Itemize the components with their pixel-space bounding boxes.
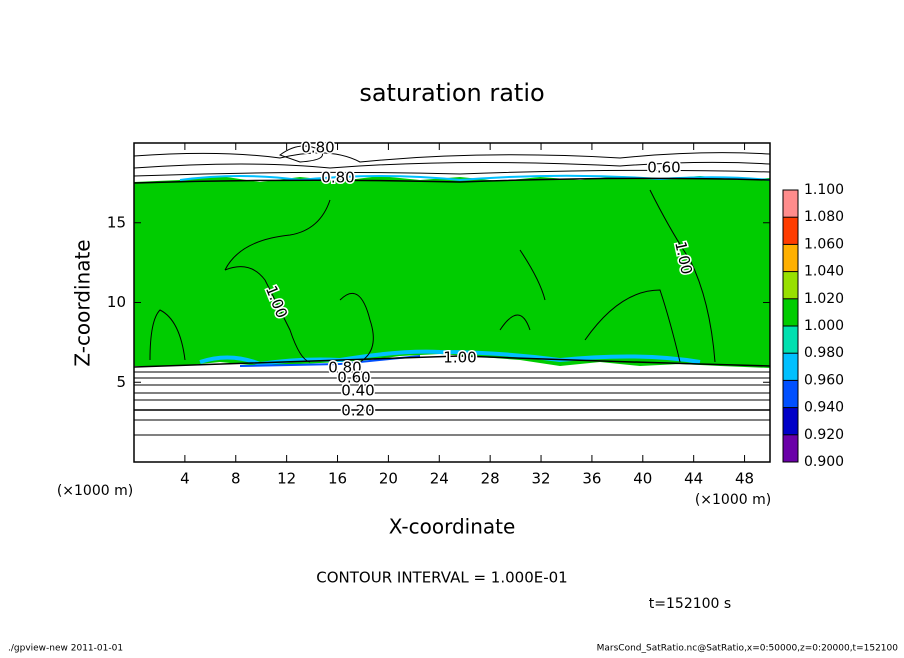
x-tick-label: 4: [180, 470, 190, 488]
y-tick-label: 5: [116, 373, 126, 391]
x-axis-label: X-coordinate: [389, 515, 516, 539]
colorbar-band: [783, 244, 798, 272]
y-units: (×1000 m): [57, 483, 133, 499]
colorbar-band: [783, 353, 798, 381]
contour-label: 1.00: [443, 349, 476, 367]
x-tick-label: 40: [633, 470, 652, 488]
colorbar-label: 0.920: [804, 427, 844, 443]
y-tick-label: 15: [107, 213, 126, 231]
x-units: (×1000 m): [695, 492, 771, 508]
contour-label: 0.40: [341, 382, 374, 400]
footer-left: ./gpview-new 2011-01-01: [8, 644, 123, 654]
contour-interval: CONTOUR INTERVAL = 1.000E-01: [316, 569, 567, 587]
contour-label: 0.80: [301, 139, 334, 157]
colorbar-label: 1.100: [804, 182, 844, 198]
colorbar-label: 0.940: [804, 400, 844, 416]
chart-title: saturation ratio: [359, 79, 544, 107]
x-tick-label: 8: [231, 470, 241, 488]
x-tick-label: 20: [379, 470, 398, 488]
colorbar-band: [783, 217, 798, 245]
contour-label: 0.60: [337, 369, 370, 387]
colorbar-band: [783, 326, 798, 354]
contour-lines: [133, 145, 771, 436]
colorbar-label: 0.960: [804, 372, 844, 388]
time-label: t=152100 s: [649, 596, 731, 612]
x-tick-label: 12: [277, 470, 296, 488]
contour-field: [134, 174, 771, 368]
colorbar-label: 1.080: [804, 209, 844, 225]
colorbar-band: [783, 190, 798, 218]
x-tick-label: 36: [582, 470, 601, 488]
colorbar-label: 1.020: [804, 291, 844, 307]
contour-label: 0.60: [647, 159, 680, 177]
colorbar-label: 1.000: [804, 318, 844, 334]
colorbar-band: [783, 271, 798, 299]
footer-right: MarsCond_SatRatio.nc@SatRatio,x=0:50000,…: [597, 644, 899, 654]
contour-label: 0.80: [328, 359, 361, 377]
y-axis-label: Z-coordinate: [71, 239, 95, 366]
x-tick-label: 48: [735, 470, 754, 488]
colorbar-band: [783, 407, 798, 435]
colorbar-band: [783, 298, 798, 326]
x-tick-label: 24: [430, 470, 449, 488]
colorbar-label: 0.900: [804, 454, 844, 470]
contour-label: 0.20: [341, 402, 374, 420]
colorbar-band: [783, 434, 798, 462]
x-tick-label: 16: [328, 470, 347, 488]
colorbar-label: 1.060: [804, 236, 844, 252]
contour-label: 0.80: [321, 169, 354, 187]
x-tick-label: 44: [684, 470, 703, 488]
colorbar-label: 0.980: [804, 345, 844, 361]
colorbar-band: [783, 380, 798, 408]
colorbar-label: 1.040: [804, 264, 844, 280]
x-tick-label: 32: [531, 470, 550, 488]
y-tick-label: 10: [107, 293, 126, 311]
x-tick-label: 28: [481, 470, 500, 488]
